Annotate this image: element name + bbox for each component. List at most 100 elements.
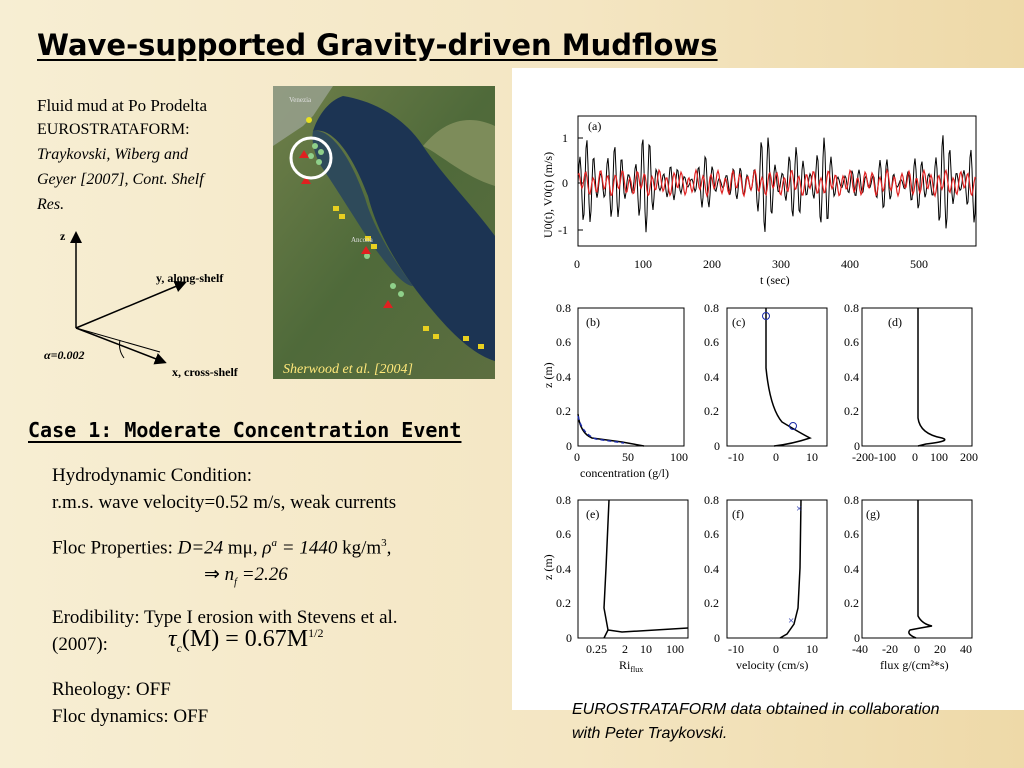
floc-block: Floc Properties: D=24 mμ, ρa = 1440 kg/m… <box>52 530 391 596</box>
highlight-circle <box>289 136 333 180</box>
row2-ytick-02: 0.2 <box>556 596 571 610</box>
f-ytick-06: 0.6 <box>704 527 719 541</box>
formula-body: (M) = 0.67M <box>181 626 309 652</box>
results-figure: 1 0 -1 0 100 200 300 400 500 t (sec) U0(… <box>541 115 978 674</box>
row1-ytick-08: 0.8 <box>556 301 571 315</box>
d-panel-label: (d) <box>888 315 902 329</box>
rho-sup: a <box>271 537 278 549</box>
f-panel-label: (f) <box>732 507 744 521</box>
nf-symbol: n <box>224 564 235 586</box>
e-xtick-100: 100 <box>666 642 684 656</box>
f-ytick-08: 0.8 <box>704 493 719 507</box>
row1-ytick-02: 0.2 <box>556 404 571 418</box>
map-credit: Sherwood et al. [2004] <box>283 362 413 377</box>
e-xlabel-sub: flux <box>630 665 643 674</box>
profile-yticks: 0.8 0.6 0.4 0.2 0 0.8 0.6 0.4 0.2 0 0.8 … <box>556 301 860 645</box>
panel-c: (c) -10 0 10 <box>726 307 828 464</box>
velocity-u-series <box>577 135 977 233</box>
f-xtick-m10: -10 <box>728 642 744 656</box>
c-panel-label: (c) <box>732 315 745 329</box>
a-xtick-300: 300 <box>772 257 790 271</box>
a-ytick-1: 1 <box>562 131 568 145</box>
row2-ytick-08: 0.8 <box>556 493 571 507</box>
z-label: z <box>60 229 66 243</box>
y-label: y, along-shelf <box>156 271 224 285</box>
e-xtick-2: 2 <box>622 642 628 656</box>
e-xtick-025: 0.25 <box>586 642 607 656</box>
switches-block: Rheology: OFF Floc dynamics: OFF <box>52 676 208 730</box>
alpha-arc <box>119 339 125 359</box>
g-ytick-0: 0 <box>854 631 860 645</box>
d-xtick-0: 0 <box>912 450 918 464</box>
c-ytick-08: 0.8 <box>704 301 719 315</box>
floc-dynamics-line: Floc dynamics: OFF <box>52 706 209 727</box>
city-ancona: Ancona <box>351 236 374 244</box>
c-xtick-0: 0 <box>773 450 779 464</box>
floc-label: Floc Properties: <box>52 537 178 559</box>
c-ytick-04: 0.4 <box>704 370 719 384</box>
a-panel-label: (a) <box>588 119 601 133</box>
g-ytick-08: 0.8 <box>844 493 859 507</box>
d-ytick-06: 0.6 <box>844 335 859 349</box>
f-ytick-04: 0.4 <box>704 562 719 576</box>
f-ytick-02: 0.2 <box>704 596 719 610</box>
d-ytick-0: 0 <box>854 439 860 453</box>
panel-b-frame <box>577 307 685 447</box>
row1-ytick-0: 0 <box>566 439 572 453</box>
intro-text: Fluid mud at Po Prodelta EUROSTRATAFORM:… <box>37 94 267 217</box>
a-xtick-200: 200 <box>703 257 721 271</box>
floc-d-unit: mμ, <box>223 537 263 559</box>
c-ytick-0: 0 <box>714 439 720 453</box>
g-xtick-m20: -20 <box>882 642 898 656</box>
panel-f-frame <box>726 499 828 639</box>
alpha-label: α=0.002 <box>44 348 84 362</box>
e-xlabel-main: Ri <box>619 658 631 672</box>
b-xtick-50: 50 <box>622 450 634 464</box>
panel-e-frame <box>577 499 689 639</box>
g-ytick-06: 0.6 <box>844 527 859 541</box>
caption-line-2: with Peter Traykovski. <box>572 725 728 742</box>
figure-panel: 1 0 -1 0 100 200 300 400 500 t (sec) U0(… <box>512 68 1024 710</box>
panel-a: 1 0 -1 0 100 200 300 400 500 t (sec) U0(… <box>541 115 977 287</box>
rho-symbol: ρ <box>262 537 272 559</box>
floc-line-2: ⇒ nf =2.26 <box>52 561 391 596</box>
intro-line-1: Fluid mud at Po Prodelta <box>37 96 207 115</box>
rho-value: = 1440 <box>277 537 338 559</box>
formula-exp: 1/2 <box>308 626 324 640</box>
nf-value: =2.26 <box>236 564 288 586</box>
intro-line-2: EUROSTRATAFORM: <box>37 121 190 138</box>
satellite-map: Venezia Ancona Sherwood et al. [2004] <box>273 86 495 379</box>
row2-ytick-06: 0.6 <box>556 527 571 541</box>
g-ytick-02: 0.2 <box>844 596 859 610</box>
sample-markers <box>299 117 484 349</box>
c-xtick-10: 10 <box>806 450 818 464</box>
c-ytick-02: 0.2 <box>704 404 719 418</box>
hydro-label: Hydrodynamic Condition: <box>52 465 253 486</box>
case-heading: Case 1: Moderate Concentration Event <box>28 418 462 442</box>
g-xlabel: flux g/(cm²*s) <box>880 658 949 672</box>
floc-d-value: D=24 <box>177 537 224 559</box>
b-panel-label: (b) <box>586 315 600 329</box>
d-xtick-200: 200 <box>960 450 978 464</box>
d-xtick-m200: -200-100 <box>852 450 896 464</box>
z-label-top: z (m) <box>541 362 555 388</box>
citation-line-1: Traykovski, Wiberg and <box>37 146 188 163</box>
a-xtick-500: 500 <box>910 257 928 271</box>
panel-f: (f) × × -10 0 10 velocity (cm/s) <box>726 499 828 672</box>
e-xtick-10: 10 <box>640 642 652 656</box>
rheology-line: Rheology: OFF <box>52 679 171 700</box>
g-xtick-m40: -40 <box>852 642 868 656</box>
erosion-formula: τc(M) = 0.67M1/2 <box>168 626 323 656</box>
panel-b: (b) 0 50 100 concentration (g/l) <box>574 307 688 480</box>
a-xlabel: t (sec) <box>760 273 790 287</box>
a-xtick-0: 0 <box>574 257 580 271</box>
e-panel-label: (e) <box>586 507 599 521</box>
a-ytick-m1: -1 <box>558 223 568 237</box>
b-xtick-100: 100 <box>670 450 688 464</box>
formula-tau: τ <box>168 626 177 652</box>
row2-ytick-0: 0 <box>566 631 572 645</box>
hydro-value: r.m.s. wave velocity=0.52 m/s, weak curr… <box>52 492 397 513</box>
svg-text:×: × <box>788 615 794 627</box>
floc-comma: , <box>386 537 392 559</box>
slide-title: Wave-supported Gravity-driven Mudflows <box>37 28 718 62</box>
